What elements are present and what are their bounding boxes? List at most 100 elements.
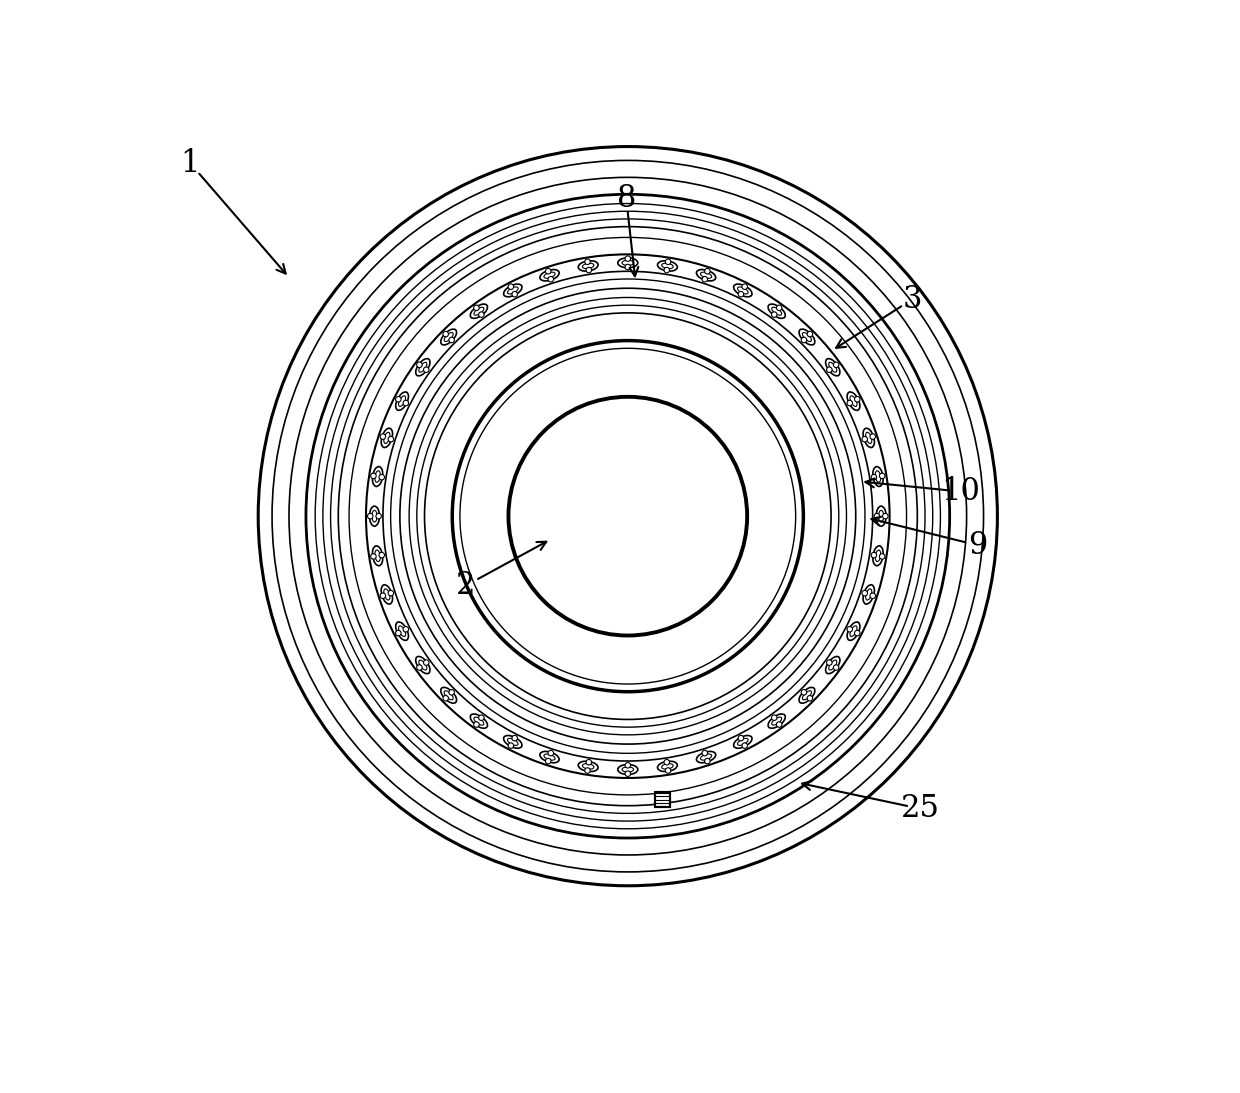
- Ellipse shape: [875, 471, 880, 482]
- Ellipse shape: [826, 359, 839, 376]
- Ellipse shape: [701, 272, 712, 279]
- Ellipse shape: [768, 304, 785, 318]
- Ellipse shape: [663, 268, 670, 273]
- Ellipse shape: [474, 717, 484, 725]
- Text: 3: 3: [903, 283, 923, 315]
- Ellipse shape: [546, 269, 551, 274]
- Ellipse shape: [618, 764, 637, 775]
- Ellipse shape: [443, 331, 449, 337]
- Ellipse shape: [367, 514, 373, 519]
- Ellipse shape: [396, 397, 401, 402]
- Ellipse shape: [878, 510, 884, 522]
- Ellipse shape: [374, 471, 381, 482]
- Ellipse shape: [388, 436, 393, 442]
- Ellipse shape: [419, 660, 427, 670]
- Ellipse shape: [701, 754, 712, 760]
- Ellipse shape: [625, 771, 631, 776]
- Ellipse shape: [866, 433, 872, 444]
- Ellipse shape: [802, 691, 811, 700]
- Ellipse shape: [398, 396, 405, 407]
- Ellipse shape: [847, 622, 859, 640]
- Ellipse shape: [799, 329, 815, 345]
- Ellipse shape: [827, 367, 832, 373]
- Ellipse shape: [870, 593, 875, 599]
- Bar: [655, 791, 670, 808]
- Ellipse shape: [625, 256, 631, 261]
- Ellipse shape: [828, 660, 837, 670]
- Ellipse shape: [539, 270, 559, 281]
- Ellipse shape: [403, 400, 409, 406]
- Ellipse shape: [799, 687, 815, 703]
- Ellipse shape: [440, 329, 456, 345]
- Ellipse shape: [379, 474, 384, 480]
- Ellipse shape: [440, 687, 456, 703]
- Ellipse shape: [697, 270, 715, 281]
- Ellipse shape: [862, 590, 868, 596]
- Ellipse shape: [657, 261, 677, 271]
- Ellipse shape: [381, 434, 386, 439]
- Ellipse shape: [879, 473, 885, 479]
- Text: 10: 10: [941, 477, 980, 507]
- Ellipse shape: [396, 622, 408, 640]
- Ellipse shape: [625, 763, 631, 768]
- Ellipse shape: [849, 626, 857, 636]
- Ellipse shape: [374, 550, 381, 562]
- Ellipse shape: [771, 715, 777, 720]
- Ellipse shape: [847, 626, 853, 632]
- Ellipse shape: [734, 284, 751, 297]
- Ellipse shape: [479, 312, 484, 317]
- Ellipse shape: [371, 473, 376, 479]
- Ellipse shape: [548, 277, 553, 282]
- Ellipse shape: [587, 268, 591, 273]
- Ellipse shape: [863, 585, 874, 604]
- Ellipse shape: [449, 690, 454, 695]
- Ellipse shape: [419, 362, 427, 373]
- Ellipse shape: [801, 338, 807, 343]
- Ellipse shape: [507, 739, 518, 745]
- Ellipse shape: [662, 764, 673, 769]
- Ellipse shape: [474, 305, 479, 310]
- Ellipse shape: [444, 332, 453, 341]
- Bar: [655, 791, 670, 808]
- Ellipse shape: [872, 474, 877, 480]
- Ellipse shape: [776, 305, 782, 310]
- Ellipse shape: [625, 265, 631, 270]
- Ellipse shape: [877, 506, 887, 526]
- Text: 25: 25: [901, 794, 940, 824]
- Ellipse shape: [583, 263, 594, 269]
- Text: 9: 9: [968, 530, 988, 561]
- Ellipse shape: [618, 258, 637, 268]
- Ellipse shape: [657, 761, 677, 772]
- Ellipse shape: [704, 759, 711, 764]
- Ellipse shape: [424, 367, 429, 373]
- Ellipse shape: [376, 514, 382, 519]
- Ellipse shape: [503, 284, 522, 297]
- Ellipse shape: [372, 545, 383, 566]
- Ellipse shape: [872, 552, 877, 557]
- Ellipse shape: [738, 292, 744, 297]
- Ellipse shape: [801, 690, 807, 695]
- Text: 2: 2: [456, 569, 476, 601]
- Ellipse shape: [443, 695, 449, 701]
- Ellipse shape: [548, 750, 553, 756]
- Ellipse shape: [771, 717, 781, 725]
- Ellipse shape: [546, 759, 551, 764]
- Ellipse shape: [697, 751, 715, 763]
- Ellipse shape: [879, 554, 885, 560]
- Ellipse shape: [372, 467, 383, 486]
- Ellipse shape: [415, 359, 430, 376]
- Ellipse shape: [370, 506, 379, 526]
- Ellipse shape: [578, 761, 598, 772]
- Ellipse shape: [662, 263, 673, 269]
- Ellipse shape: [847, 392, 859, 410]
- Ellipse shape: [826, 657, 839, 673]
- Ellipse shape: [854, 397, 861, 402]
- Ellipse shape: [863, 428, 874, 447]
- Ellipse shape: [396, 631, 401, 636]
- Ellipse shape: [776, 721, 782, 727]
- Text: 1: 1: [181, 148, 200, 179]
- Ellipse shape: [666, 259, 671, 265]
- Ellipse shape: [847, 400, 853, 406]
- Ellipse shape: [417, 665, 422, 670]
- Ellipse shape: [883, 514, 888, 519]
